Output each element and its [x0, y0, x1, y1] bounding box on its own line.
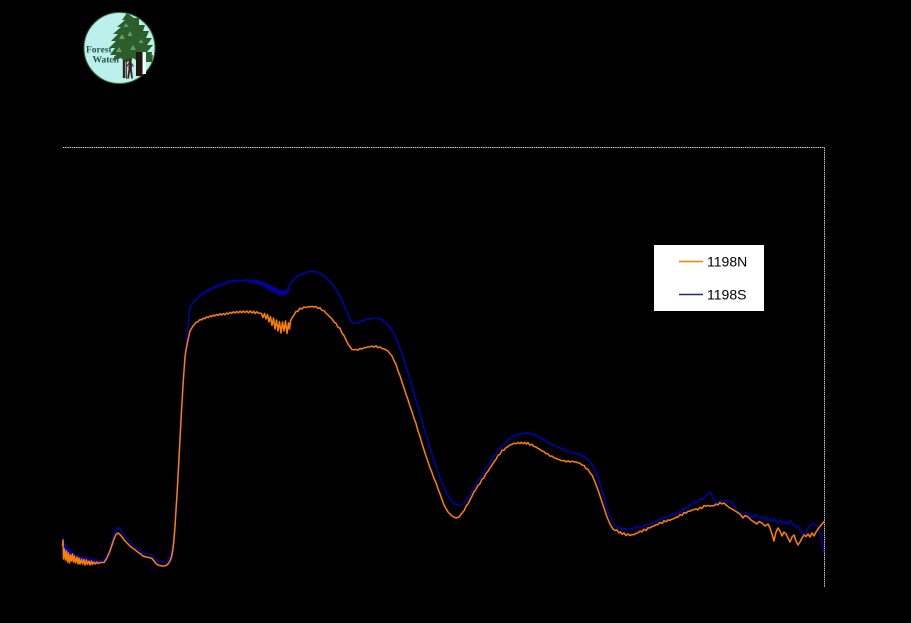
svg-text:Forest: Forest: [86, 46, 113, 56]
svg-text:1198S: 1198S: [707, 287, 746, 303]
svg-text:1198N: 1198N: [707, 254, 747, 270]
svg-text:Watch: Watch: [93, 56, 120, 66]
